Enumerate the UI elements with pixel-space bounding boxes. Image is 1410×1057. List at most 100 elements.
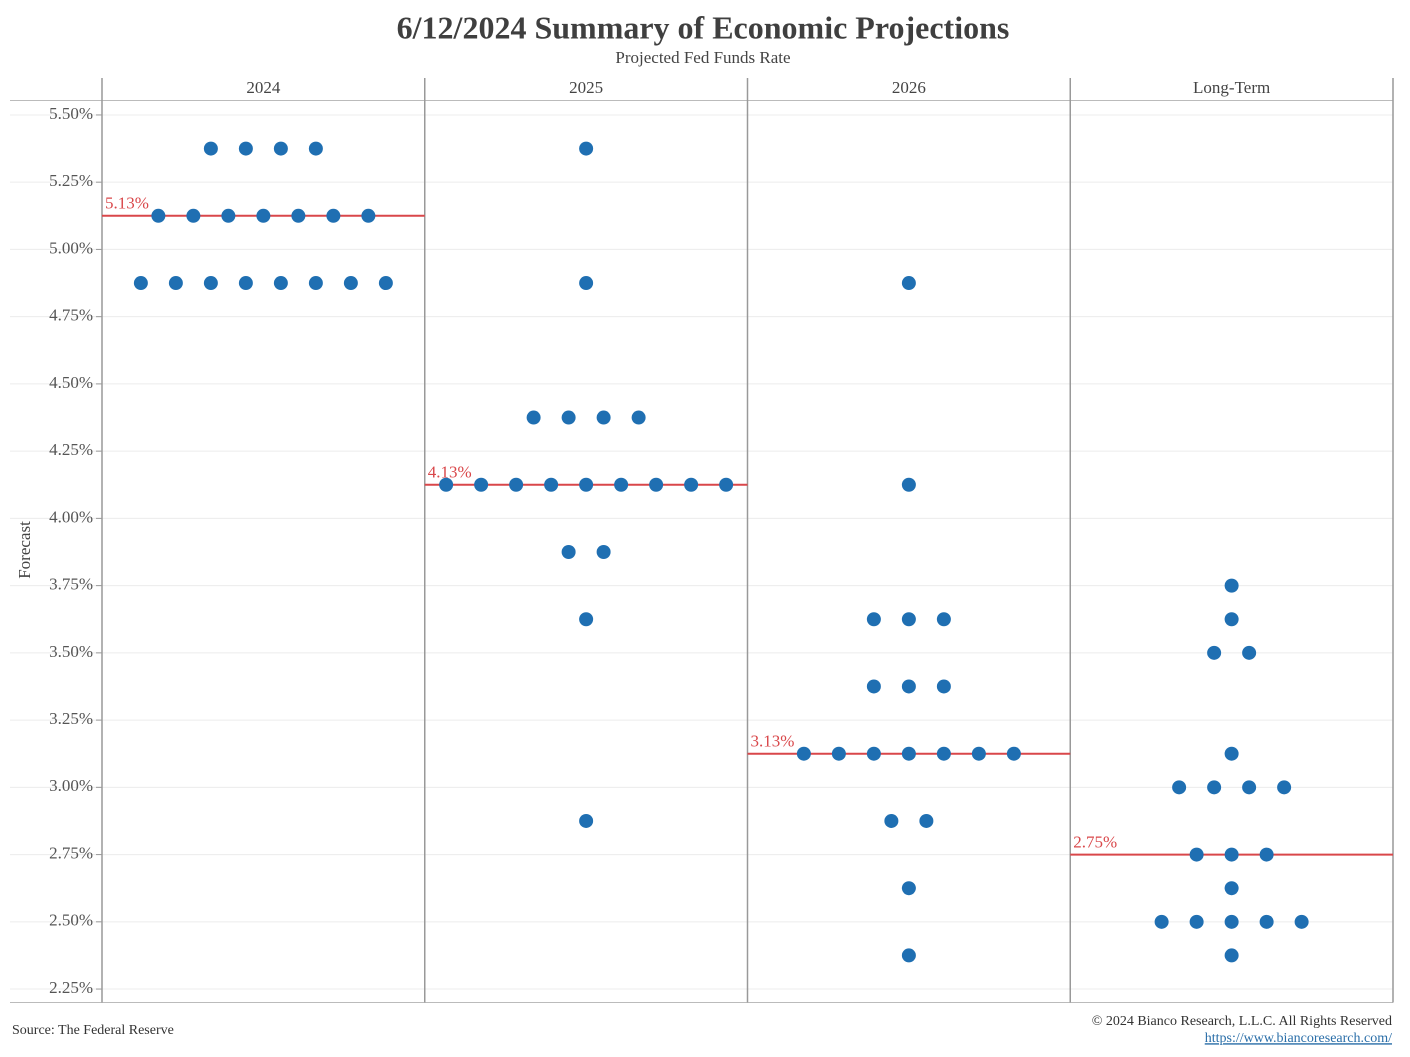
y-tick-label: 3.50% <box>49 642 93 661</box>
dot <box>901 477 916 492</box>
y-tick-label: 5.50% <box>49 104 93 123</box>
dot <box>1172 780 1187 795</box>
dot <box>579 477 594 492</box>
dot <box>256 208 271 223</box>
y-tick-label: 4.25% <box>49 440 93 459</box>
y-tick-label: 2.25% <box>49 978 93 997</box>
dot <box>1294 914 1309 929</box>
dot <box>133 276 148 291</box>
dot <box>1259 847 1274 862</box>
dot <box>1189 847 1204 862</box>
dot <box>901 612 916 627</box>
dot <box>273 141 288 156</box>
median-label: 2.75% <box>1073 832 1117 851</box>
dot <box>361 208 376 223</box>
y-tick-label: 3.25% <box>49 709 93 728</box>
y-tick-label: 5.25% <box>49 171 93 190</box>
dot <box>1259 914 1274 929</box>
dot <box>684 477 699 492</box>
y-tick-label: 2.75% <box>49 843 93 862</box>
median-label: 3.13% <box>751 732 795 751</box>
median-label: 4.13% <box>428 463 472 482</box>
y-tick-label: 2.50% <box>49 911 93 930</box>
dot <box>884 813 899 828</box>
dot <box>1207 780 1222 795</box>
chart-title: 6/12/2024 Summary of Economic Projection… <box>397 9 1010 45</box>
dot <box>561 410 576 425</box>
y-tick-label: 4.00% <box>49 507 93 526</box>
dot <box>971 746 986 761</box>
dot <box>579 612 594 627</box>
dot <box>509 477 524 492</box>
dot <box>901 881 916 896</box>
panel-label: Long-Term <box>1193 78 1270 97</box>
dot <box>544 477 559 492</box>
dot <box>579 813 594 828</box>
dot <box>614 477 629 492</box>
panel-label: 2024 <box>246 78 281 97</box>
y-tick-label: 4.75% <box>49 306 93 325</box>
dot <box>1242 645 1257 660</box>
y-tick-label: 4.50% <box>49 373 93 392</box>
dot <box>649 477 664 492</box>
dot <box>901 276 916 291</box>
dot <box>221 208 236 223</box>
dot <box>1154 914 1169 929</box>
dot <box>596 545 611 559</box>
dot <box>936 612 951 627</box>
dot <box>1224 612 1239 627</box>
dot <box>1277 780 1292 795</box>
dot <box>1224 948 1239 963</box>
dot <box>919 813 934 828</box>
dot <box>936 679 951 694</box>
dot <box>631 410 646 425</box>
dot <box>1207 645 1222 660</box>
dot <box>343 276 358 291</box>
dot <box>168 276 183 291</box>
dot <box>474 477 489 492</box>
url-link[interactable]: https://www.biancoresearch.com/ <box>1205 1031 1392 1046</box>
dot <box>561 545 576 559</box>
panel-label: 2025 <box>569 78 603 97</box>
dot <box>439 477 454 492</box>
dot <box>326 208 341 223</box>
dot <box>901 679 916 694</box>
y-tick-label: 3.00% <box>49 776 93 795</box>
dot <box>831 746 846 761</box>
dot <box>186 208 201 223</box>
dot <box>1224 847 1239 862</box>
y-tick-label: 5.00% <box>49 238 93 257</box>
dot <box>719 477 734 492</box>
y-axis-label: Forecast <box>15 521 34 579</box>
dot <box>936 746 951 761</box>
dot <box>238 276 253 291</box>
dot <box>901 948 916 963</box>
dot <box>308 141 323 156</box>
dot <box>596 410 611 425</box>
chart-subtitle: Projected Fed Funds Rate <box>615 48 790 67</box>
dot <box>1189 914 1204 929</box>
dot <box>1006 746 1021 761</box>
source: Source: The Federal Reserve <box>12 1023 174 1038</box>
dot <box>378 276 393 291</box>
dot <box>203 141 218 156</box>
dot <box>866 746 881 761</box>
dot <box>526 410 541 425</box>
dot <box>1224 914 1239 929</box>
dot <box>1224 881 1239 896</box>
dot <box>238 141 253 156</box>
dot <box>151 208 166 223</box>
dot <box>1224 578 1239 593</box>
median-label: 5.13% <box>105 194 149 213</box>
dot <box>796 746 811 761</box>
dot <box>579 141 594 156</box>
dot <box>579 276 594 291</box>
dot <box>308 276 323 291</box>
copyright: © 2024 Bianco Research, L.L.C. All Right… <box>1092 1014 1392 1029</box>
panel-label: 2026 <box>892 78 926 97</box>
y-tick-label: 3.75% <box>49 575 93 594</box>
dot <box>866 612 881 627</box>
dot <box>291 208 306 223</box>
dot <box>203 276 218 291</box>
dot <box>1224 746 1239 761</box>
